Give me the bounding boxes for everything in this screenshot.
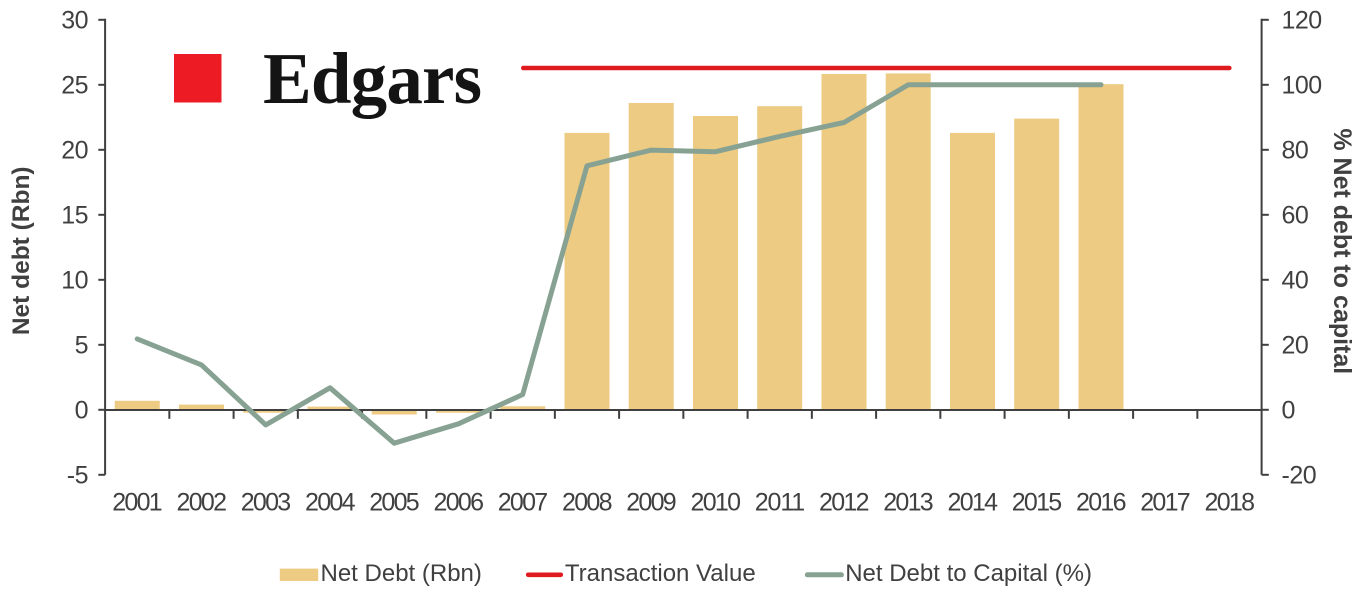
svg-text:120: 120 [1282, 7, 1322, 35]
svg-text:2013: 2013 [883, 489, 933, 517]
svg-text:-20: -20 [1282, 462, 1317, 490]
svg-text:2018: 2018 [1205, 489, 1255, 517]
svg-text:25: 25 [61, 72, 88, 100]
svg-text:0: 0 [1282, 397, 1295, 425]
svg-text:Edgars: Edgars [263, 38, 482, 119]
svg-text:2002: 2002 [177, 489, 227, 517]
svg-text:2009: 2009 [626, 489, 676, 517]
svg-text:20: 20 [61, 137, 88, 165]
svg-text:2007: 2007 [498, 489, 548, 517]
svg-text:Net Debt (Rbn): Net Debt (Rbn) [321, 560, 482, 587]
svg-text:2006: 2006 [434, 489, 484, 517]
svg-text:Net Debt to Capital (%): Net Debt to Capital (%) [845, 560, 1092, 587]
svg-text:100: 100 [1282, 72, 1322, 100]
svg-text:2016: 2016 [1076, 489, 1126, 517]
svg-text:5: 5 [75, 332, 88, 360]
svg-text:Net debt (Rbn): Net debt (Rbn) [8, 166, 35, 335]
svg-text:-5: -5 [67, 462, 88, 490]
svg-text:80: 80 [1282, 137, 1309, 165]
svg-text:% Net debt to capital: % Net debt to capital [1328, 128, 1356, 374]
svg-text:2003: 2003 [241, 489, 291, 517]
svg-text:15: 15 [61, 202, 88, 230]
svg-text:0: 0 [75, 397, 88, 425]
svg-text:2011: 2011 [755, 489, 805, 517]
svg-text:2008: 2008 [562, 489, 612, 517]
svg-text:Transaction Value: Transaction Value [565, 560, 756, 587]
svg-text:2010: 2010 [691, 489, 741, 517]
svg-text:60: 60 [1282, 202, 1309, 230]
svg-text:10: 10 [61, 267, 88, 295]
svg-text:2012: 2012 [819, 489, 869, 517]
svg-text:2017: 2017 [1140, 489, 1190, 517]
svg-text:20: 20 [1282, 332, 1309, 360]
svg-text:2004: 2004 [305, 489, 356, 517]
svg-text:2015: 2015 [1012, 489, 1062, 517]
svg-text:2005: 2005 [369, 489, 419, 517]
svg-text:30: 30 [61, 7, 88, 35]
svg-text:2001: 2001 [112, 489, 162, 517]
svg-text:2014: 2014 [948, 489, 999, 517]
svg-text:40: 40 [1282, 267, 1309, 295]
